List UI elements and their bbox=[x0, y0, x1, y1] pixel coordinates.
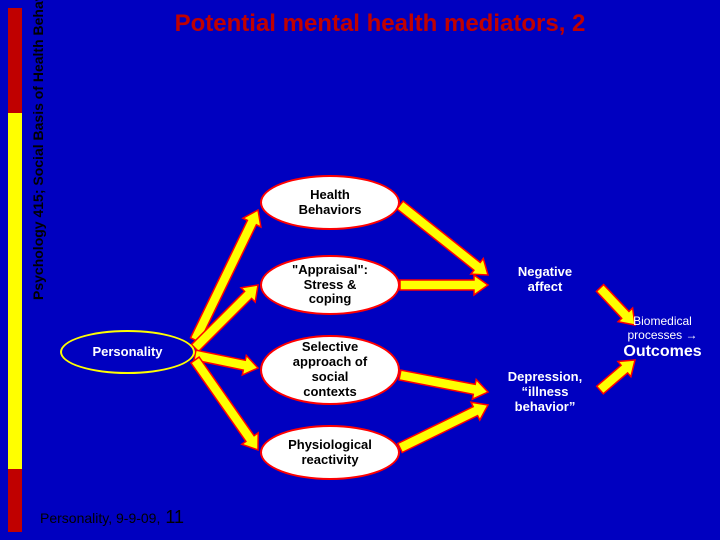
node-personality: Personality bbox=[60, 330, 195, 374]
arrow-personality-to-appraisal bbox=[192, 285, 259, 352]
node-neg_affect: Negativeaffect bbox=[490, 265, 600, 305]
arrow-appraisal-to-neg_affect bbox=[400, 275, 488, 295]
node-health_behaviors: HealthBehaviors bbox=[260, 175, 400, 230]
arrow-physiological-to-depression bbox=[398, 402, 488, 452]
accent-strip-seg3 bbox=[8, 469, 22, 532]
footer-page: 11 bbox=[160, 507, 184, 527]
arrow-personality-to-health_behaviors bbox=[191, 210, 261, 342]
node-depression: Depression,“illnessbehavior” bbox=[490, 370, 600, 420]
footer-prefix: Personality, 9-9-09, bbox=[40, 510, 160, 526]
node-selective: Selectiveapproach ofsocialcontexts bbox=[260, 335, 400, 405]
slide-footer: Personality, 9-9-09, 11 bbox=[40, 507, 184, 528]
arrow-personality-to-selective bbox=[194, 350, 258, 375]
arrow-health_behaviors-to-neg_affect bbox=[397, 201, 488, 275]
slide: Potential mental health mediators, 2 Psy… bbox=[0, 0, 720, 540]
arrow-personality-to-physiological bbox=[191, 357, 258, 450]
accent-strip bbox=[8, 8, 22, 532]
node-physiological: Physiologicalreactivity bbox=[260, 425, 400, 480]
slide-title: Potential mental health mediators, 2 bbox=[60, 10, 700, 38]
accent-strip-seg1 bbox=[8, 8, 22, 113]
node-outcomes: Biomedicalprocesses →Outcomes bbox=[610, 315, 715, 370]
arrow-selective-to-depression bbox=[399, 370, 488, 399]
node-appraisal: "Appraisal":Stress &coping bbox=[260, 255, 400, 315]
course-side-label: Psychology 415; Social Basis of Health B… bbox=[30, 0, 46, 300]
accent-strip-seg2 bbox=[8, 113, 22, 469]
